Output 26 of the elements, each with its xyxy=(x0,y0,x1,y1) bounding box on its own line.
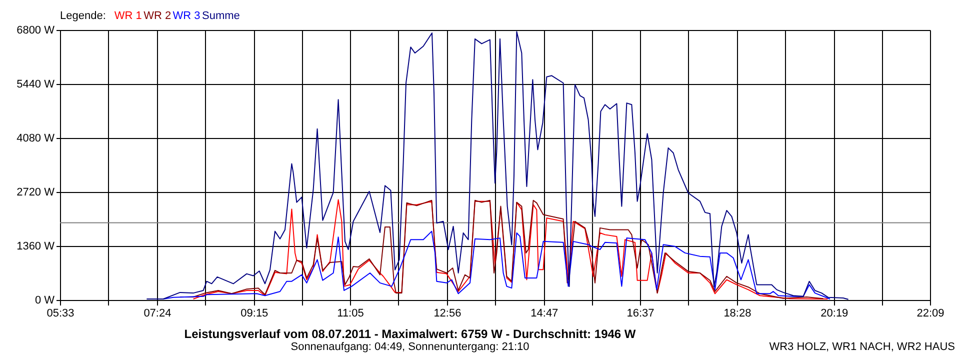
text: WR 3 xyxy=(172,10,200,22)
text: WR3 HOLZ, WR1 NACH, WR2 HAUS xyxy=(769,341,955,353)
legend-title: Legende: xyxy=(60,10,106,22)
x-tick-label: 11:05 xyxy=(337,308,364,320)
line-series xyxy=(146,31,849,300)
line-series xyxy=(162,230,830,300)
x-tick-label: 20:19 xyxy=(820,308,848,320)
x-tick-label: 12:56 xyxy=(434,308,462,320)
x-tick-label: 14:47 xyxy=(530,308,558,320)
y-tick-label: 0 W xyxy=(34,294,56,306)
y-tick-label: 5440 W xyxy=(16,78,56,90)
text: Summe xyxy=(202,10,240,22)
x-tick-label: 22:09 xyxy=(916,308,944,320)
text: WR 2 xyxy=(144,10,172,22)
y-tick-label: 2720 W xyxy=(16,186,56,198)
text: Leistungsverlauf vom 08.07.2011 - Maximalwert: 6759 W - Durchschnitt: 1946 W xyxy=(184,327,636,341)
text: Sonnenaufgang: 04:49, Sonnenuntergang: 21:10 xyxy=(290,341,530,353)
x-tick-label: 05:33 xyxy=(46,308,74,320)
text: WR 1 xyxy=(114,10,142,22)
y-tick-label: 4080 W xyxy=(16,132,56,144)
y-tick-label: 1360 W xyxy=(16,240,56,252)
y-tick-label: 6800 W xyxy=(16,24,56,36)
x-tick-label: 09:15 xyxy=(240,308,268,320)
x-tick-label: 16:37 xyxy=(626,308,654,320)
x-tick-label: 18:28 xyxy=(724,308,752,320)
x-tick-label: 07:24 xyxy=(144,308,172,320)
